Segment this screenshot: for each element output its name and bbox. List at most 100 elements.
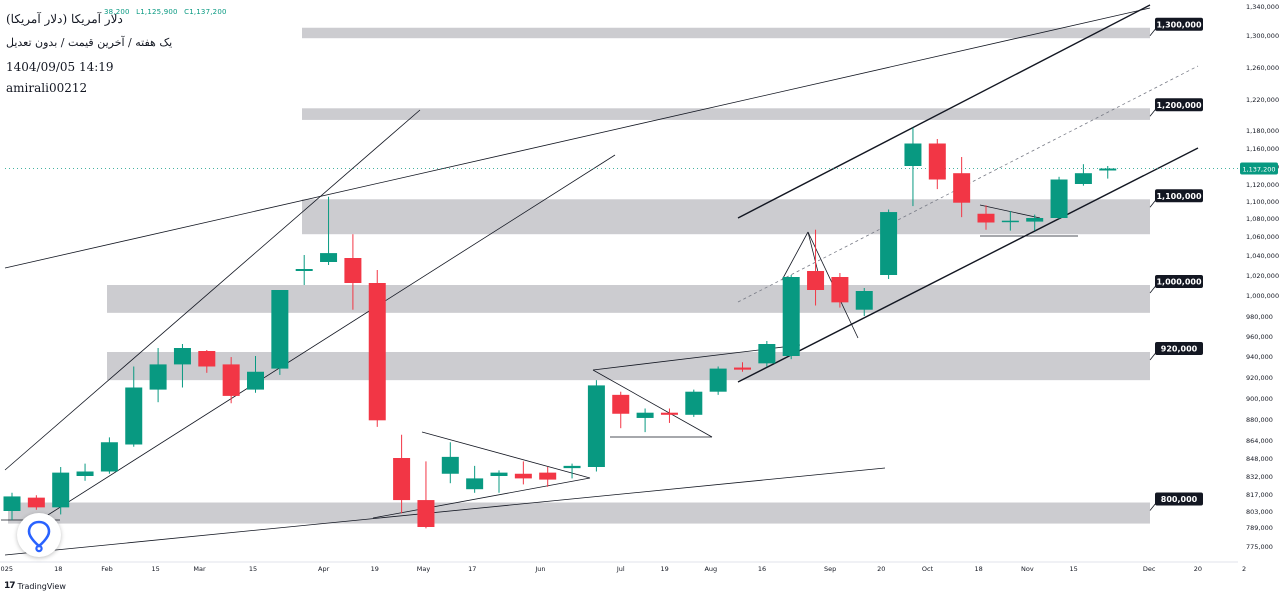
candle	[100, 437, 118, 474]
candle-body	[222, 364, 240, 396]
price-tick-label: 1,040,000	[1246, 252, 1279, 260]
candle-body	[417, 500, 435, 527]
price-tick-label: 848,000	[1246, 455, 1273, 463]
price-tick-label: 803,000	[1246, 508, 1273, 516]
tradingview-mark-icon: 17	[4, 581, 15, 591]
price-tick-label: 1,340,000	[1246, 3, 1279, 11]
candle	[3, 492, 21, 521]
time-tick-label: 16	[758, 565, 766, 573]
chart-timestamp: 1404/09/05 14:19	[6, 60, 114, 74]
candle	[441, 442, 459, 484]
zone-label-box	[1155, 492, 1203, 506]
price-tick-label: 980,000	[1246, 313, 1273, 321]
price-axis[interactable]: 1,340,000 1,300,000 1,260,000 1,220,000 1,18…	[1238, 0, 1286, 565]
trendline	[372, 477, 591, 519]
candle	[831, 273, 849, 308]
time-tick-label: Apr	[318, 565, 330, 573]
candle	[636, 408, 654, 433]
candle	[490, 470, 508, 493]
zone-label-text: 1,000,000	[1156, 278, 1201, 287]
candle-body	[3, 496, 21, 511]
time-tick-label: 2	[1242, 565, 1246, 573]
candle-body	[1001, 220, 1019, 223]
candle-body	[782, 277, 800, 356]
chart-subtitle: یک هفته / آخرین قیمت / بدون تعدیل	[6, 36, 173, 49]
time-tick-label: Mar	[193, 565, 206, 573]
price-tick-label: 775,000	[1246, 543, 1273, 551]
candle-body	[125, 387, 143, 445]
candle-body	[198, 351, 216, 367]
zone-label: 1,000,000	[1149, 275, 1203, 294]
candle-body	[758, 344, 776, 364]
time-tick-label: Sep	[824, 565, 836, 573]
candle-body	[855, 291, 873, 310]
candle	[52, 467, 70, 515]
candle	[1050, 176, 1068, 219]
candle	[953, 157, 971, 218]
price-tick-label: 1,160,000	[1246, 145, 1279, 153]
zones-layer	[8, 27, 1150, 524]
candle-body	[271, 290, 289, 369]
trendline	[39, 154, 616, 521]
time-tick-label: 15	[1070, 565, 1078, 573]
support-resistance-zone	[107, 285, 1150, 313]
trendline	[781, 231, 809, 281]
ohlc-close: C1,137,200	[184, 8, 227, 16]
candle-body	[1099, 168, 1117, 171]
zone-label: 1,200,000	[1149, 98, 1203, 117]
candle-body	[563, 465, 581, 469]
candle	[222, 357, 240, 404]
time-tick-label: 18	[54, 565, 62, 573]
chart-author: amirali00212	[6, 81, 88, 95]
candle-body	[344, 258, 362, 283]
time-tick-label: Aug	[704, 565, 717, 573]
candle	[271, 290, 289, 375]
candle	[198, 350, 216, 373]
price-tick-label: 960,000	[1246, 333, 1273, 341]
time-axis[interactable]: 2025 18 Feb 15 Mar 15 Apr 19 May 17 Jun Jul 19 Aug 16 S…	[0, 561, 1246, 573]
candle	[368, 270, 386, 427]
time-tick-label: 20	[1194, 565, 1202, 573]
candle-body	[441, 456, 459, 474]
zone-labels-layer: 1,300,000 1,200,000 1,100,000 1,000,000 920,…	[1149, 17, 1203, 511]
ohlc-readout: 38,200 L1,125,900 C1,137,200	[104, 8, 231, 16]
candle	[977, 205, 995, 230]
candle-body	[320, 253, 338, 262]
price-tick-label: 1,100,000	[1246, 198, 1279, 206]
alert-location-button[interactable]	[17, 513, 61, 557]
time-tick-label: 15	[249, 565, 257, 573]
candle	[563, 463, 581, 479]
candle-body	[709, 368, 727, 392]
candle	[855, 288, 873, 316]
price-tick-label: 1,220,000	[1246, 96, 1279, 104]
candle-body	[587, 385, 605, 467]
ohlc-low: L1,125,900	[136, 8, 178, 16]
trendline	[4, 467, 886, 556]
chart-title: دلار آمریکا (دلار آمریکا)	[6, 12, 123, 26]
candle	[514, 461, 532, 485]
price-tick-label: 900,000	[1246, 395, 1273, 403]
candle-body	[831, 277, 849, 303]
zone-label-text: 1,200,000	[1156, 101, 1201, 110]
zone-label-box	[1155, 98, 1203, 112]
price-tick-label: 789,000	[1246, 524, 1273, 532]
candle-body	[880, 212, 898, 275]
trendline	[737, 147, 1199, 383]
location-pin-icon	[27, 520, 51, 553]
zone-label-box	[1155, 275, 1203, 288]
time-tick-label: 20	[877, 565, 885, 573]
candle-body	[76, 471, 94, 476]
candle-body	[685, 391, 703, 415]
candle-body	[636, 412, 654, 418]
candle	[807, 229, 825, 306]
time-tick-label: Dec	[1143, 565, 1156, 573]
candle	[685, 389, 703, 417]
candle	[76, 463, 94, 481]
candle	[734, 362, 751, 372]
candle	[539, 467, 557, 487]
candle-body	[539, 472, 557, 480]
candle	[173, 344, 191, 388]
candle-body	[734, 367, 751, 370]
candle	[928, 139, 946, 190]
